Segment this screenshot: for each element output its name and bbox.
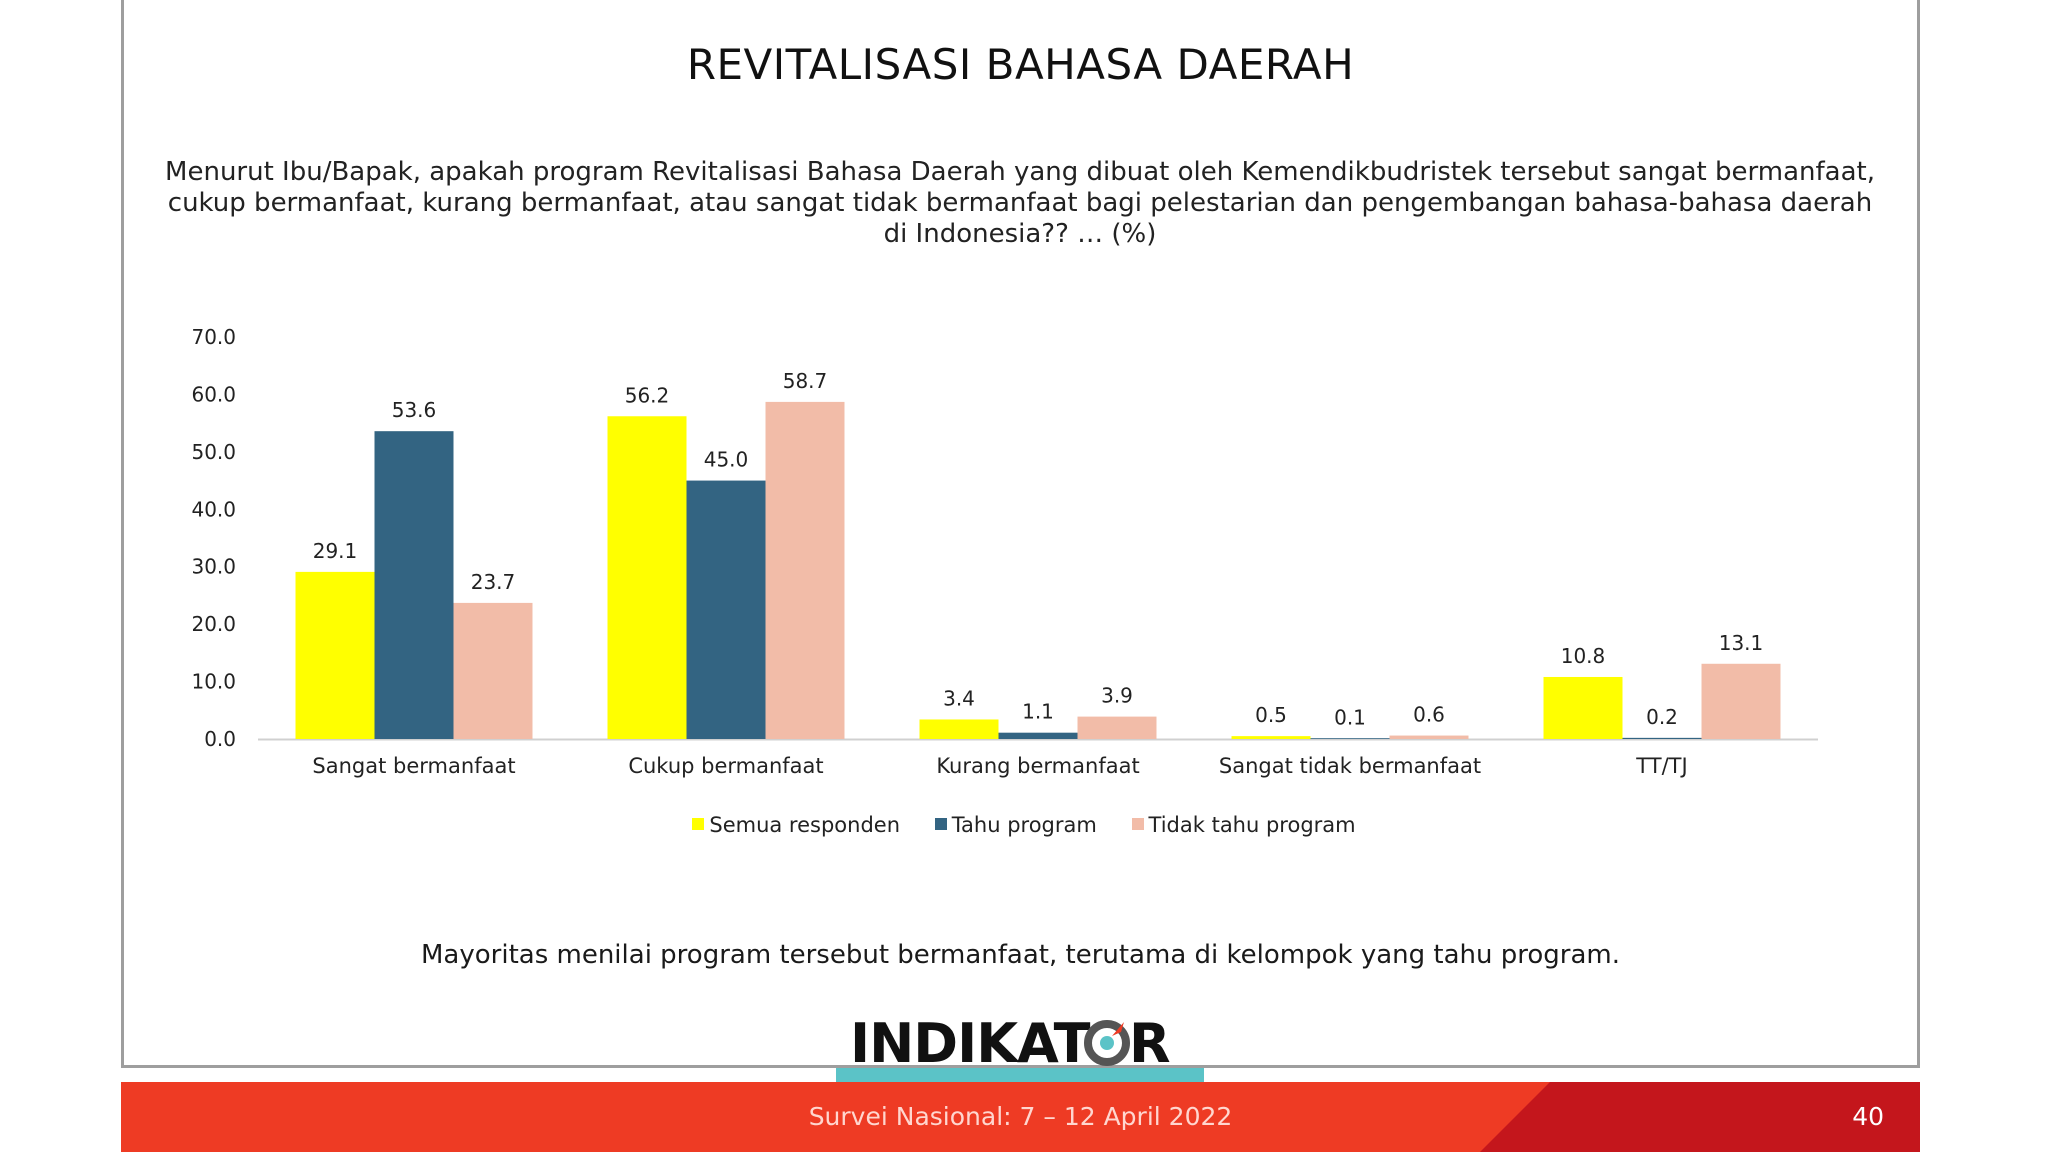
bar — [686, 480, 766, 739]
y-tick-label: 70.0 — [191, 325, 236, 349]
slide-title: REVITALISASI BAHASA DAERAH — [686, 40, 1355, 89]
legend-label: Tidak tahu program — [1148, 813, 1356, 837]
data-label: 56.2 — [625, 383, 670, 407]
y-tick-label: 60.0 — [191, 382, 236, 406]
data-label: 13.1 — [1719, 631, 1764, 655]
question-line: Menurut Ibu/Bapak, apakah program Revita… — [165, 157, 1875, 187]
logo-target-icon — [1084, 1020, 1130, 1066]
data-label: 0.5 — [1255, 703, 1287, 727]
data-label: 3.4 — [943, 686, 975, 710]
x-category-label: TT/TJ — [1635, 754, 1687, 778]
bar — [765, 401, 845, 739]
data-label: 23.7 — [471, 570, 516, 594]
data-label: 58.7 — [783, 369, 828, 393]
indikator-logo: INDIKAT R — [850, 1012, 1171, 1068]
legend-swatch — [1131, 818, 1144, 830]
logo-wordmark: INDIKAT — [850, 1012, 1091, 1068]
bar — [607, 416, 687, 739]
bar — [453, 602, 533, 739]
chart-legend: Semua responden Tahu program Tidak tahu … — [0, 812, 2048, 837]
survey-period: Survei Nasional: 7 – 12 April 2022 — [808, 1102, 1233, 1131]
bar — [1701, 663, 1781, 739]
y-tick-label: 10.0 — [191, 670, 236, 694]
question-line: cukup bermanfaat, kurang bermanfaat, ata… — [167, 188, 1873, 218]
data-label: 1.1 — [1022, 700, 1054, 724]
legend-item: Tahu program — [934, 813, 1097, 837]
data-label: 0.1 — [1334, 705, 1366, 729]
bar — [374, 431, 454, 739]
survey-question: Menurut Ibu/Bapak, apakah program Revita… — [160, 157, 1880, 250]
x-category-label: Sangat tidak bermanfaat — [1219, 754, 1481, 778]
page-number: 40 — [1852, 1102, 1884, 1131]
legend-item: Tidak tahu program — [1131, 813, 1356, 837]
data-label: 0.6 — [1413, 703, 1445, 727]
question-line: di Indonesia?? … (%) — [883, 219, 1157, 249]
bar — [998, 732, 1078, 739]
footer-bar: Survei Nasional: 7 – 12 April 2022 40 — [121, 1082, 1920, 1152]
data-label: 45.0 — [704, 448, 749, 472]
bar — [1310, 738, 1390, 739]
legend-label: Tahu program — [951, 813, 1097, 837]
x-category-label: Cukup bermanfaat — [628, 754, 823, 778]
bar — [919, 719, 999, 739]
data-label: 3.9 — [1101, 684, 1133, 708]
legend-label: Semua responden — [709, 813, 900, 837]
y-tick-label: 20.0 — [191, 612, 236, 636]
x-category-label: Sangat bermanfaat — [312, 754, 515, 778]
bar — [1543, 676, 1623, 739]
data-label: 0.2 — [1646, 705, 1678, 729]
bar — [1077, 716, 1157, 739]
data-label: 29.1 — [313, 539, 358, 563]
bar — [295, 571, 375, 739]
bar-chart: 0.0 10.0 20.0 30.0 40.0 50.0 60.0 70.0 29.1 53.6 2… — [191, 325, 1818, 778]
x-category-label: Kurang bermanfaat — [936, 754, 1139, 778]
legend-swatch — [692, 818, 705, 830]
logo-wordmark-end: R — [1129, 1012, 1171, 1068]
conclusion-text: Mayoritas menilai program tersebut berma… — [421, 940, 1620, 970]
bar — [1622, 737, 1702, 739]
y-tick-label: 50.0 — [191, 440, 236, 464]
bar — [1231, 736, 1311, 739]
legend-swatch — [934, 818, 947, 830]
y-tick-label: 40.0 — [191, 497, 236, 521]
footer-dark-band — [1480, 1082, 1920, 1152]
data-label: 10.8 — [1561, 644, 1606, 668]
legend-item: Semua responden — [692, 813, 900, 837]
y-tick-label: 0.0 — [204, 727, 236, 751]
data-label: 53.6 — [392, 398, 437, 422]
y-tick-label: 30.0 — [191, 555, 236, 579]
bar — [1389, 735, 1469, 739]
